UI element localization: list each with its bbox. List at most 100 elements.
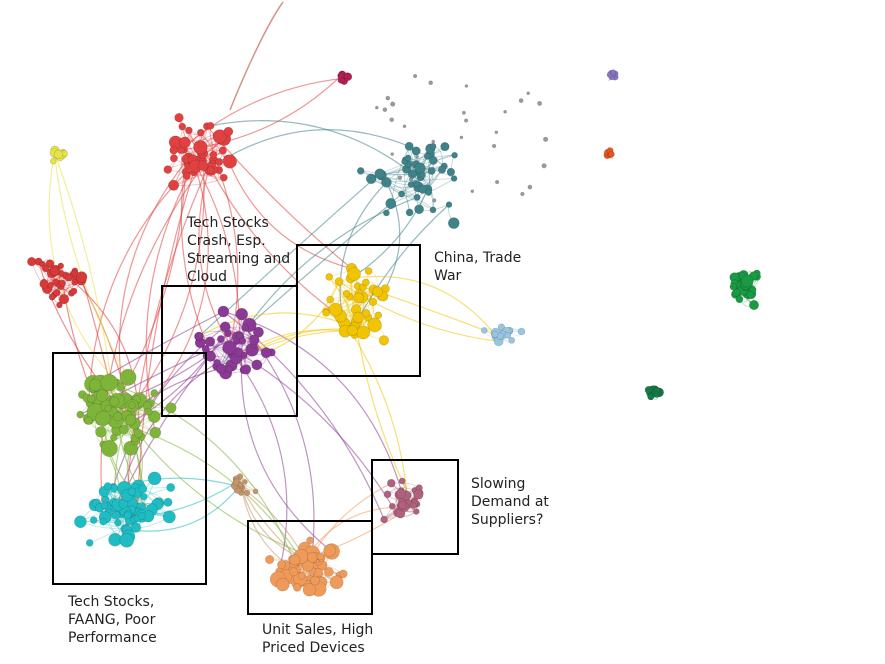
node-cyan: [127, 487, 137, 497]
node-mauve: [388, 502, 396, 510]
node-purple: [222, 340, 237, 355]
node-red-top: [174, 112, 184, 123]
node-red-top: [169, 154, 178, 163]
edge: [229, 1, 284, 111]
node-cyan: [130, 522, 142, 533]
node-yellow: [367, 317, 382, 333]
edge: [350, 275, 498, 338]
node-cyan: [166, 483, 176, 492]
node-purple: [238, 337, 247, 345]
node-yellow: [342, 289, 351, 298]
node-teal-top: [427, 166, 436, 175]
node-purple: [216, 335, 225, 344]
node-red-left: [52, 278, 59, 286]
node-gray-scatter: [397, 175, 403, 180]
node-cyan: [111, 510, 121, 520]
node-gray-scatter: [503, 109, 507, 114]
edge: [229, 347, 393, 507]
node-green-light: [89, 378, 102, 392]
edge: [223, 311, 385, 520]
box-faang: [52, 352, 207, 585]
node-purple: [213, 358, 221, 367]
node-gray-scatter: [390, 101, 396, 107]
node-purple: [219, 321, 231, 333]
edge: [218, 129, 410, 163]
node-red-left: [58, 279, 67, 287]
node-orange: [310, 575, 320, 586]
box-unit-sales: [247, 520, 373, 615]
node-purple: [217, 305, 230, 318]
node-cyan: [99, 517, 108, 526]
label-china-trade-war: China, Trade War: [434, 250, 522, 284]
node-green-light: [133, 428, 144, 438]
node-gray-scatter: [374, 105, 379, 110]
node-teal-top: [413, 193, 421, 201]
edge: [105, 481, 237, 519]
node-maroon-top: [343, 73, 350, 79]
node-teal-top: [382, 209, 390, 217]
node-yellow: [353, 292, 364, 304]
node-teal-top: [374, 168, 386, 179]
edge: [235, 358, 288, 572]
node-green-light: [100, 373, 118, 392]
edge: [210, 120, 407, 170]
node-gray-scatter: [520, 191, 525, 197]
node-green-dark-1: [735, 295, 744, 304]
node-yellow: [352, 311, 364, 324]
node-gray-scatter: [408, 177, 413, 182]
node-red-left: [58, 293, 70, 305]
edge: [265, 281, 340, 354]
edge: [248, 203, 392, 326]
edge: [53, 152, 129, 378]
node-yellow: [374, 311, 383, 320]
node-red-left: [70, 287, 78, 295]
label-slowing-demand: Slowing Demand at Suppliers?: [471, 476, 549, 528]
node-red-top: [163, 165, 173, 174]
edge: [360, 170, 418, 198]
edge: [360, 170, 418, 198]
node-gray-scatter: [464, 84, 469, 88]
node-gray-scatter: [402, 124, 407, 129]
node-mauve: [386, 478, 396, 488]
node-mauve: [395, 488, 406, 499]
node-red-top: [185, 126, 193, 135]
edge: [223, 310, 402, 491]
node-green-light: [84, 416, 93, 425]
node-orange: [297, 571, 306, 580]
node-yellow: [328, 302, 343, 317]
node-orange: [306, 536, 314, 545]
node-teal-top: [381, 177, 392, 188]
node-yellow: [368, 297, 378, 307]
node-gray-scatter: [495, 180, 500, 185]
node-cyan: [114, 518, 122, 527]
edge: [125, 154, 214, 530]
node-red-top: [179, 136, 191, 149]
node-purple: [249, 334, 260, 346]
node-teal-top: [407, 181, 415, 188]
node-mauve: [380, 515, 388, 524]
node-orange: [316, 552, 325, 561]
node-red-left: [47, 281, 55, 289]
node-tan: [237, 481, 244, 488]
node-teal-top: [451, 151, 458, 159]
node-teal-top: [446, 167, 456, 177]
node-gray-scatter: [537, 100, 543, 106]
node-teal-top: [429, 143, 437, 150]
node-cyan: [162, 510, 176, 524]
node-orange: [289, 554, 301, 566]
node-green-dark-2: [647, 393, 655, 401]
node-orange: [289, 567, 299, 577]
node-red-left: [39, 279, 49, 289]
node-yellow-left: [49, 157, 57, 165]
node-teal-top: [437, 165, 447, 174]
node-red-left: [53, 288, 61, 297]
edge: [227, 159, 352, 270]
node-cyan: [163, 497, 173, 507]
node-purple: [260, 347, 272, 359]
node-red-left: [56, 301, 63, 309]
edge: [108, 382, 298, 570]
node-cyan: [138, 512, 146, 520]
node-red-top: [206, 121, 215, 130]
node-cyan: [103, 482, 112, 491]
